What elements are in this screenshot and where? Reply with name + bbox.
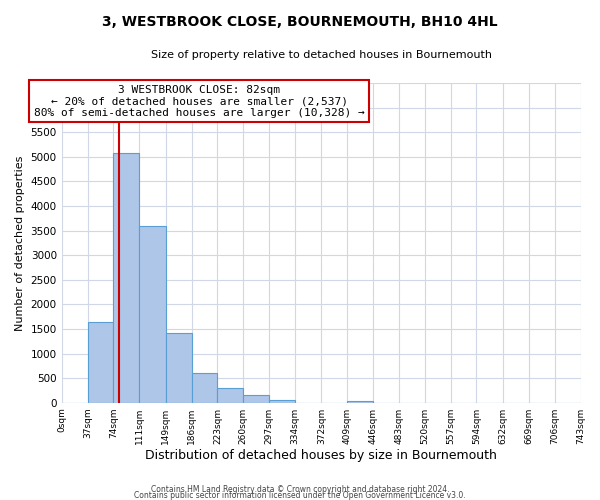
Bar [139,226,166,402]
Bar [243,396,269,402]
Bar [113,153,139,402]
Bar [347,400,373,402]
Bar [88,322,113,402]
Text: Contains HM Land Registry data © Crown copyright and database right 2024.: Contains HM Land Registry data © Crown c… [151,484,449,494]
Text: 3 WESTBROOK CLOSE: 82sqm
← 20% of detached houses are smaller (2,537)
80% of sem: 3 WESTBROOK CLOSE: 82sqm ← 20% of detach… [34,84,365,118]
Bar [191,372,217,402]
Title: Size of property relative to detached houses in Bournemouth: Size of property relative to detached ho… [151,50,491,60]
Bar [217,388,243,402]
Y-axis label: Number of detached properties: Number of detached properties [15,155,25,330]
Bar [269,400,295,402]
Text: Contains public sector information licensed under the Open Government Licence v3: Contains public sector information licen… [134,490,466,500]
X-axis label: Distribution of detached houses by size in Bournemouth: Distribution of detached houses by size … [145,450,497,462]
Bar [166,333,191,402]
Text: 3, WESTBROOK CLOSE, BOURNEMOUTH, BH10 4HL: 3, WESTBROOK CLOSE, BOURNEMOUTH, BH10 4H… [102,15,498,29]
